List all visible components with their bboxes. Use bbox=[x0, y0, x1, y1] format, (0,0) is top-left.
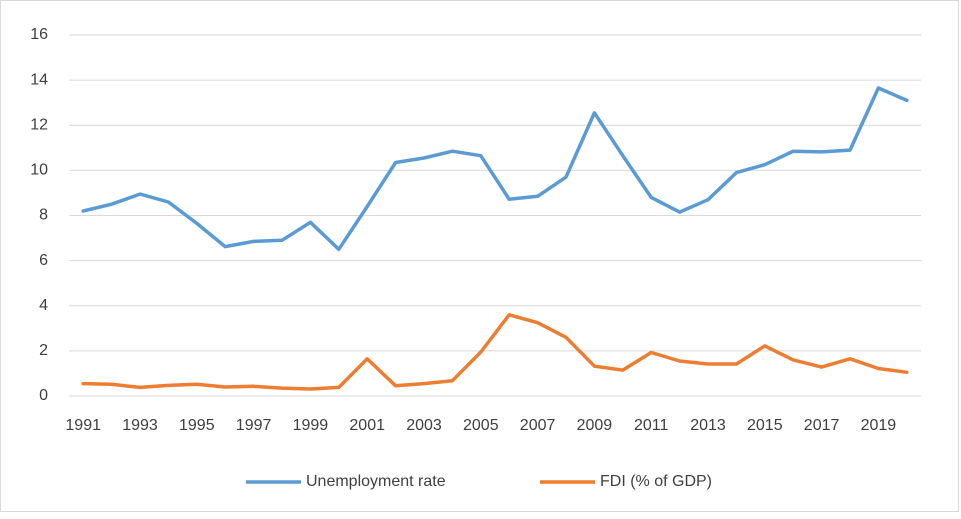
y-tick-label: 14 bbox=[30, 71, 48, 88]
x-tick-label: 2001 bbox=[349, 417, 385, 434]
y-tick-label: 0 bbox=[39, 387, 48, 404]
y-tick-label: 6 bbox=[39, 252, 48, 269]
x-tick-label: 2005 bbox=[463, 417, 499, 434]
legend-label: FDI (% of GDP) bbox=[600, 473, 712, 490]
y-tick-label: 2 bbox=[39, 342, 48, 359]
y-tick-label: 10 bbox=[30, 162, 48, 179]
x-tick-label: 1995 bbox=[179, 417, 215, 434]
y-tick-label: 12 bbox=[30, 116, 48, 133]
x-tick-label: 2017 bbox=[804, 417, 840, 434]
x-tick-label: 2009 bbox=[577, 417, 613, 434]
x-tick-label: 2019 bbox=[861, 417, 897, 434]
line-series bbox=[81, 86, 909, 252]
y-tick-label: 16 bbox=[30, 26, 48, 43]
x-tick-label: 2011 bbox=[634, 417, 669, 434]
x-tick-label: 1993 bbox=[122, 417, 158, 434]
x-tick-label: 2015 bbox=[747, 417, 783, 434]
x-tick-label: 2003 bbox=[406, 417, 442, 434]
legend-label: Unemployment rate bbox=[306, 473, 446, 490]
y-tick-label: 4 bbox=[39, 297, 48, 314]
y-tick-label: 8 bbox=[39, 207, 48, 224]
x-tick-label: 2013 bbox=[690, 417, 726, 434]
x-tick-label: 1991 bbox=[65, 417, 101, 434]
x-tick-label: 1999 bbox=[293, 417, 329, 434]
x-tick-label: 2007 bbox=[520, 417, 556, 434]
x-tick-label: 1997 bbox=[236, 417, 272, 434]
line-series bbox=[81, 313, 909, 391]
